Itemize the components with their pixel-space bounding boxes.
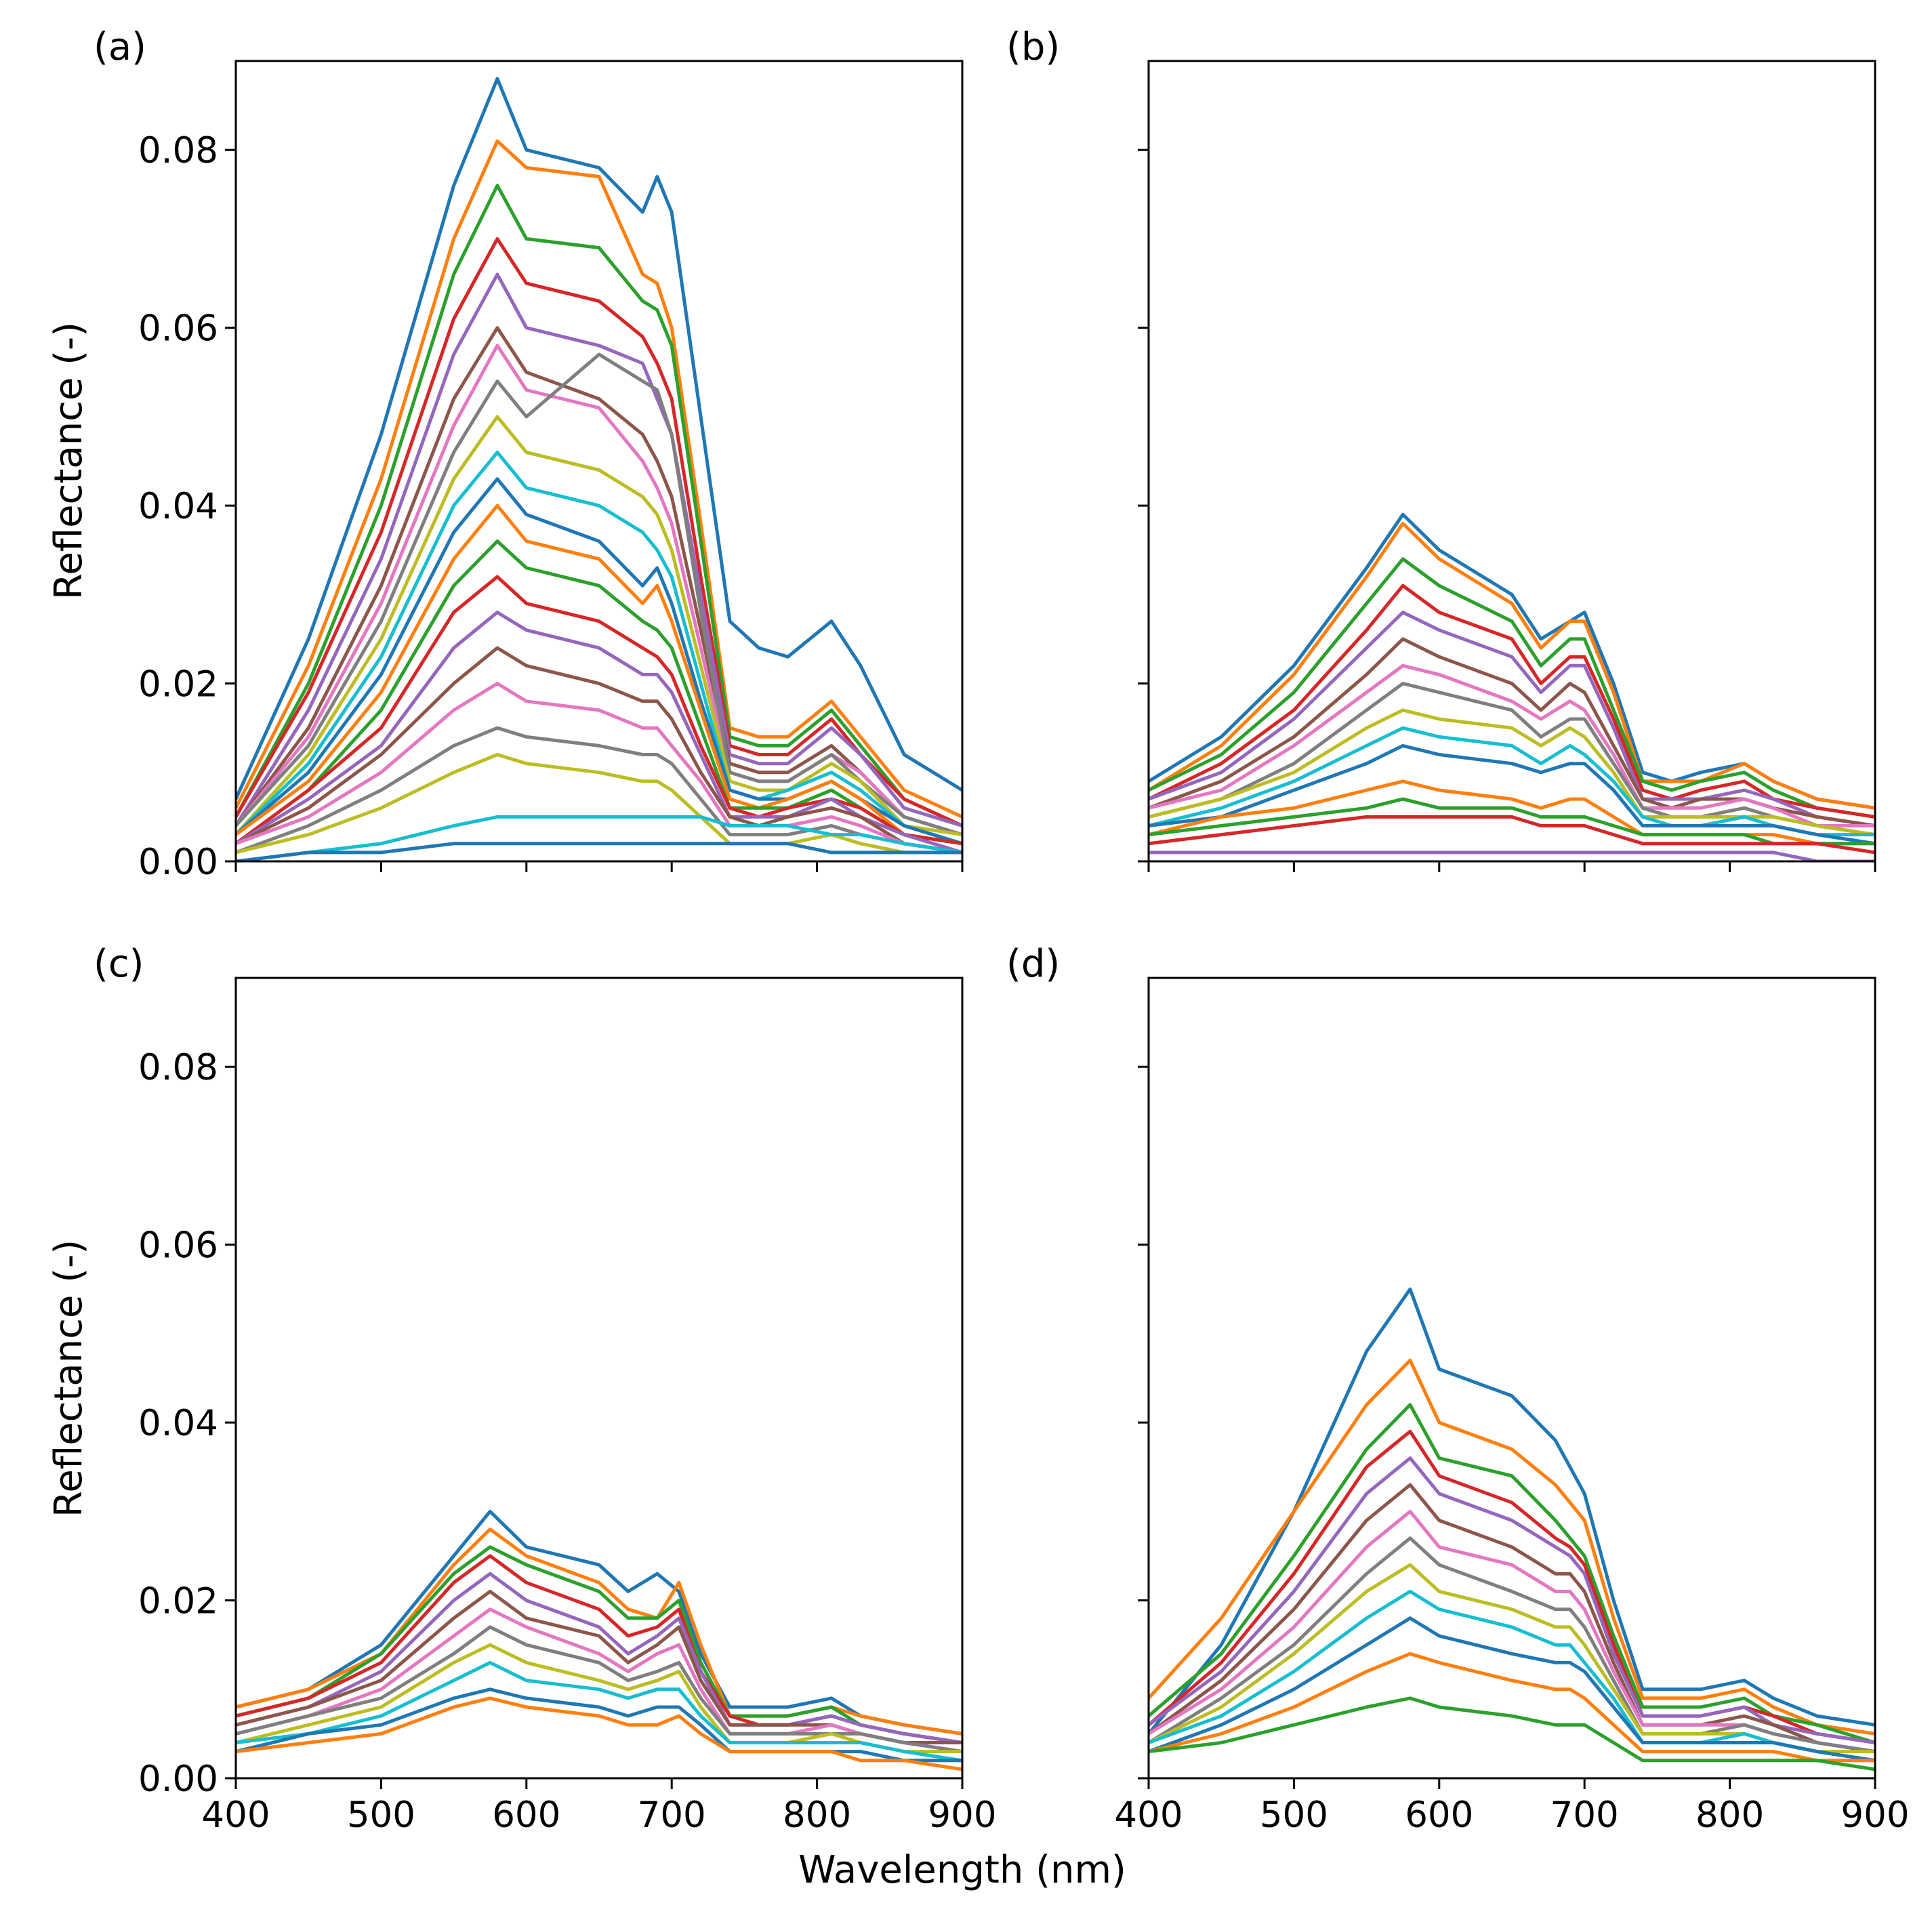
- series-line-s11: [1149, 743, 1875, 846]
- series-line-s9: [236, 1643, 962, 1754]
- x-tick-label: 700: [1550, 1795, 1619, 1836]
- series-line-s9: [236, 415, 962, 837]
- panel-label: (c): [94, 942, 144, 986]
- series-line-s15: [236, 611, 962, 855]
- series-line-s15: [1149, 850, 1875, 861]
- x-tick-label: 400: [1114, 1795, 1183, 1836]
- panel-label: (d): [1006, 942, 1060, 986]
- y-tick-label: 0.00: [138, 842, 218, 883]
- x-tick-label: 900: [1841, 1795, 1909, 1836]
- x-tick-label: 400: [201, 1795, 270, 1836]
- y-tick-label: 0.04: [138, 486, 218, 527]
- y-tick-label: 0.08: [138, 1047, 218, 1088]
- plot-frame: [234, 977, 964, 1780]
- series-line-s3: [236, 1545, 962, 1744]
- xlabel: Wavelength (nm): [798, 1848, 1126, 1892]
- y-tick-label: 0.06: [138, 308, 218, 350]
- series-line-s2: [1149, 1358, 1875, 1736]
- series-group: [1149, 512, 1875, 861]
- series-line-s5: [236, 1572, 962, 1744]
- series-line-s12: [1149, 1652, 1875, 1763]
- series-line-s8: [1149, 1536, 1875, 1754]
- panel-c: 400 500 600 700 800 900 0.00 0.02 0.04 0.06 0.08 (c…: [94, 942, 997, 1836]
- series-line-s5: [1149, 1456, 1875, 1744]
- series-line-s7: [236, 1607, 962, 1754]
- y-tick-label: 0.02: [138, 664, 218, 705]
- series-line-s8: [236, 352, 962, 837]
- series-line-s10: [1149, 1589, 1875, 1763]
- series-line-s1: [236, 1509, 962, 1736]
- y-tick-label: 0.00: [138, 1759, 218, 1800]
- y-tick-label: 0.08: [138, 130, 218, 171]
- x-tick-label: 600: [1405, 1795, 1473, 1836]
- series-line-s13: [1149, 1696, 1875, 1771]
- series-line-s11: [1149, 1616, 1875, 1763]
- x-tick-label: 700: [638, 1795, 706, 1836]
- x-tick-label: 600: [492, 1795, 560, 1836]
- x-tick-label: 900: [928, 1795, 996, 1836]
- series-line-s16: [236, 646, 962, 855]
- series-line-s1: [1149, 1287, 1875, 1736]
- series-group: [236, 77, 962, 861]
- series-line-s3: [1149, 557, 1875, 819]
- plot-frame: [1147, 977, 1876, 1780]
- series-line-s12: [236, 1696, 962, 1771]
- panel-label: (a): [94, 25, 146, 69]
- plot-frame: [234, 60, 964, 863]
- series-line-s20: [236, 815, 962, 861]
- series-line-s1: [236, 77, 962, 801]
- series-line-s13: [1149, 797, 1875, 846]
- series-line-s12: [236, 504, 962, 846]
- ylabel-bottom: Reflectance (-): [47, 1239, 91, 1517]
- series-line-s6: [236, 326, 962, 837]
- series-group: [236, 1509, 962, 1771]
- x-tick-label: 800: [1695, 1795, 1764, 1836]
- x-tick-label: 800: [783, 1795, 851, 1836]
- series-line-s5: [1149, 611, 1875, 827]
- series-line-s10: [236, 1660, 962, 1763]
- panel-d: 400 500 600 700 800 900 (d): [1006, 942, 1910, 1836]
- series-line-s7: [1149, 663, 1875, 827]
- series-line-s4: [236, 237, 962, 827]
- series-line-s21: [236, 842, 962, 861]
- series-line-s10: [236, 450, 962, 846]
- panel-b: (b): [1006, 25, 1876, 872]
- y-tick-label: 0.04: [138, 1403, 218, 1444]
- series-line-s2: [1149, 521, 1875, 810]
- series-line-s17: [236, 682, 962, 855]
- series-line-s4: [1149, 583, 1875, 819]
- series-line-s3: [236, 184, 962, 827]
- x-tick-label: 500: [347, 1795, 415, 1836]
- series-line-s10: [1149, 726, 1875, 837]
- series-line-s2: [236, 139, 962, 819]
- panel-a: 0.00 0.02 0.04 0.06 0.08 (a): [94, 25, 964, 883]
- ylabel-top: Reflectance (-): [47, 322, 91, 600]
- y-tick-label: 0.06: [138, 1225, 218, 1267]
- series-line-s18: [236, 726, 962, 855]
- series-line-s8: [1149, 682, 1875, 837]
- series-group: [1149, 1287, 1875, 1771]
- x-tick-label: 500: [1260, 1795, 1328, 1836]
- plot-frame: [1147, 60, 1876, 863]
- series-line-s6: [1149, 1483, 1875, 1754]
- series-line-s3: [1149, 1403, 1875, 1744]
- y-tick-label: 0.02: [138, 1581, 218, 1622]
- series-line-s13: [236, 539, 962, 846]
- panel-label: (b): [1006, 25, 1060, 69]
- series-line-s14: [1149, 815, 1875, 855]
